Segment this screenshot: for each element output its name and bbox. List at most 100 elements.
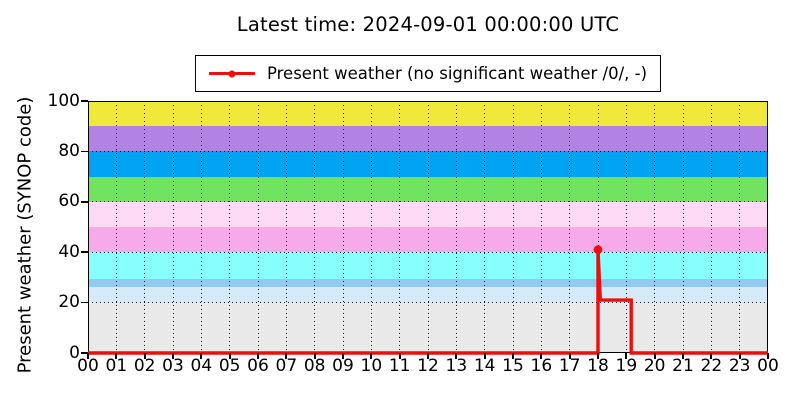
y-tick-mark-100 [81,100,88,102]
plot-area [88,101,768,355]
x-tick-label-16-16: 16 [530,356,553,376]
x-tick-mark-14 [483,353,486,359]
gridline-v-11 [399,101,401,353]
x-tick-label-2-02: 02 [133,356,156,376]
x-tick-mark-3 [172,353,174,359]
x-tick-label-23-23: 23 [728,356,751,376]
y-tick-label-20: 20 [58,292,80,313]
series-line [88,245,768,355]
x-tick-label-5-05: 05 [218,356,241,376]
gridline-v-14 [484,101,486,353]
x-tick-mark-23 [738,353,741,359]
x-tick-label-6-06: 06 [247,356,269,376]
y-tick-mark-60 [81,200,88,203]
gridline-h-40 [88,251,768,253]
gridline-v-02 [144,101,146,353]
gridline-h-60 [88,201,768,203]
gridline-h-20 [88,302,768,304]
x-tick-label-24-00: 00 [757,356,779,376]
legend-label: Present weather (no significant weather … [266,64,648,83]
gridline-v-18 [597,101,599,353]
x-tick-label-19-19: 19 [615,356,638,376]
x-tick-mark-13 [455,353,458,359]
y-tick-mark-0 [81,352,88,354]
x-tick-label-9-09: 09 [332,356,354,376]
gridline-v-19 [625,101,627,353]
x-tick-label-10-10: 10 [360,356,383,376]
x-tick-label-22-22: 22 [700,356,723,376]
x-tick-label-0-00: 00 [77,356,99,376]
data-point-marker [593,245,603,255]
x-tick-mark-15 [512,353,514,359]
gridline-v-04 [200,101,202,353]
x-tick-label-18-18: 18 [587,356,609,376]
x-tick-mark-21 [682,353,684,359]
gridline-v-23 [739,101,741,353]
x-tick-mark-5 [228,353,231,359]
x-tick-mark-7 [285,353,288,359]
gridline-v-06 [257,101,259,353]
gridline-v-22 [710,101,712,353]
x-tick-mark-18 [597,353,599,359]
y-tick-label-0: 0 [69,342,80,363]
x-tick-mark-10 [370,353,373,359]
x-tick-mark-1 [115,353,118,359]
x-tick-mark-20 [653,353,656,359]
x-tick-mark-8 [313,353,316,359]
y-tick-label-100: 100 [47,90,80,111]
x-tick-label-13-13: 13 [445,356,468,376]
gridline-v-08 [314,101,316,353]
x-tick-label-14-14: 14 [473,356,496,376]
x-tick-mark-0 [87,353,89,359]
x-tick-mark-22 [710,353,713,359]
x-tick-mark-16 [540,353,543,359]
gridline-v-16 [540,101,542,353]
x-tick-label-11-11: 11 [388,356,411,376]
x-tick-label-8-08: 08 [303,356,326,376]
gridline-v-09 [342,101,344,353]
x-tick-label-1-01: 01 [105,356,128,376]
x-tick-label-4-04: 04 [190,356,213,376]
x-tick-label-12-12: 12 [417,356,439,376]
gridline-v-03 [172,101,174,353]
legend-box: Present weather (no significant weather … [194,55,662,92]
gridline-v-13 [455,101,457,353]
gridline-h-80 [88,150,768,152]
legend-marker-dot [228,70,236,77]
x-tick-mark-11 [398,353,401,359]
gridline-v-07 [285,101,287,353]
y-tick-label-40: 40 [58,241,80,262]
gridline-v-05 [229,101,231,353]
x-tick-mark-12 [427,353,429,359]
x-tick-mark-2 [143,353,146,359]
x-tick-label-17-17: 17 [558,356,581,376]
x-tick-mark-9 [342,353,344,359]
x-tick-label-20-20: 20 [643,356,666,376]
gridline-v-01 [115,101,117,353]
x-tick-label-15-15: 15 [502,356,524,376]
y-tick-mark-20 [81,301,88,304]
weather-series-polyline [88,249,768,355]
x-tick-mark-17 [568,353,571,359]
gridline-v-17 [569,101,571,353]
gridline-v-15 [512,101,514,353]
y-tick-label-60: 60 [58,191,80,212]
x-tick-mark-4 [200,353,203,359]
gridline-v-20 [654,101,656,353]
gridline-v-12 [427,101,429,353]
legend-line-sample [208,70,255,77]
y-axis-label: Present weather (SYNOP code) [14,96,36,374]
x-tick-label-7-07: 07 [275,356,298,376]
x-tick-mark-19 [625,353,628,359]
x-tick-label-3-03: 03 [162,356,184,376]
gridline-v-21 [682,101,684,353]
y-tick-mark-40 [81,251,88,254]
y-tick-mark-80 [81,150,88,153]
y-tick-label-80: 80 [58,140,80,161]
x-tick-mark-24 [767,353,769,359]
x-tick-mark-6 [257,353,259,359]
gridline-v-10 [370,101,372,353]
chart-title: Latest time: 2024-09-01 00:00:00 UTC [236,13,620,36]
x-tick-label-21-21: 21 [672,356,694,376]
